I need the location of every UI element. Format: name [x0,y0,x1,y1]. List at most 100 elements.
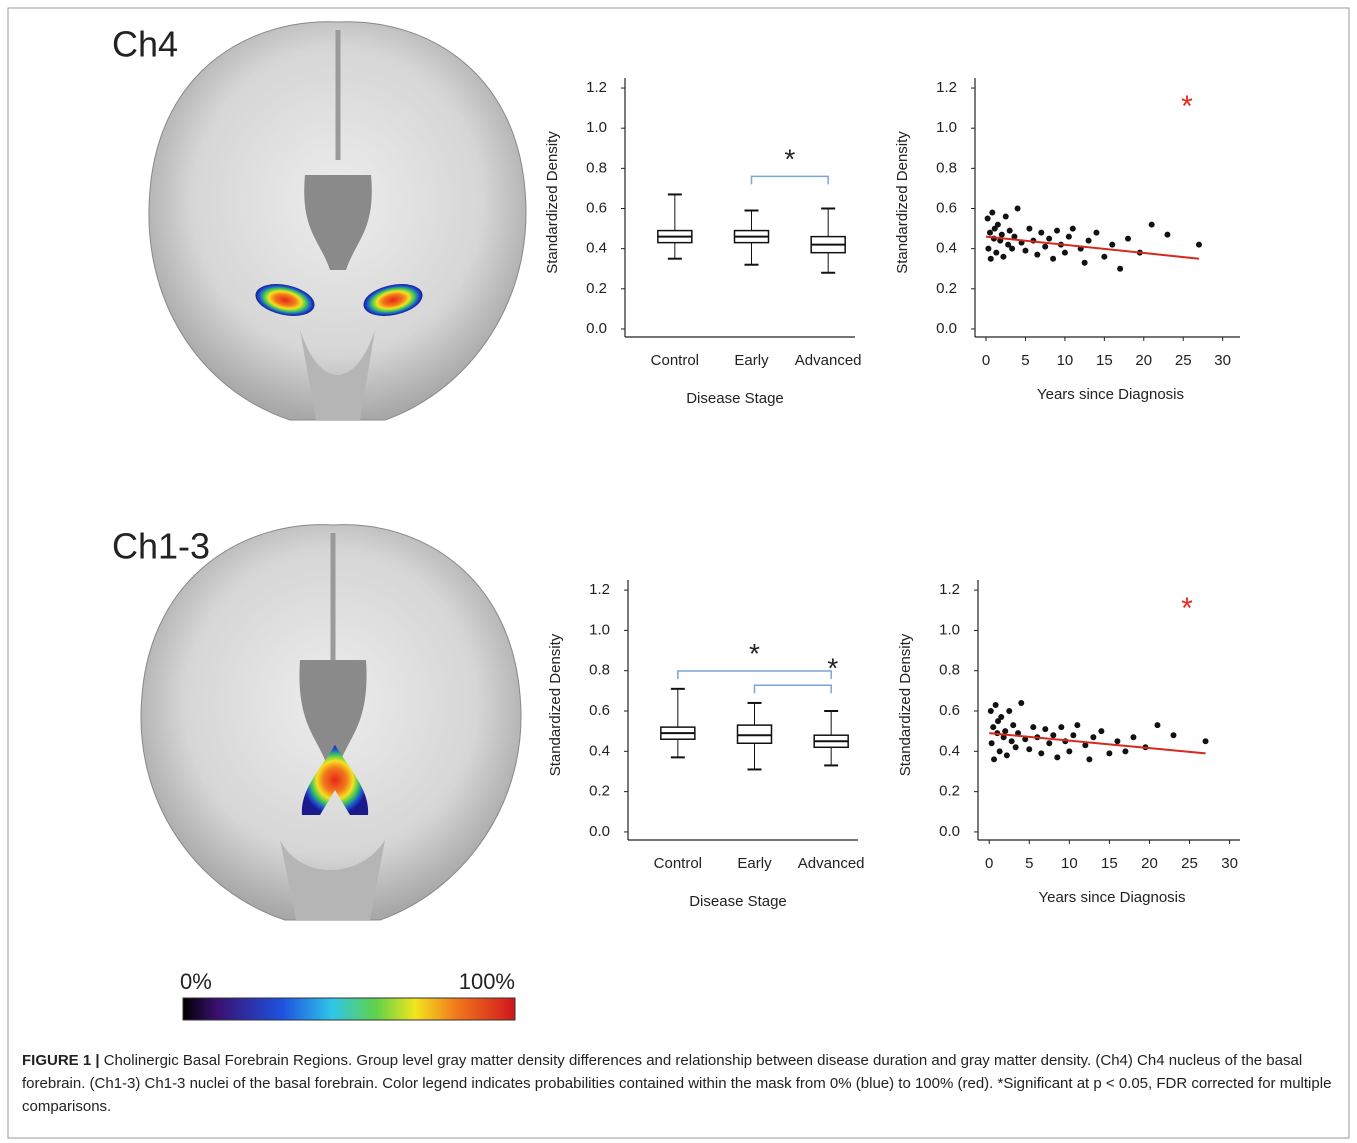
scatter-point [1086,238,1092,244]
y-tick-label: 0.4 [936,240,957,257]
y-axis-title: Standardized Density [897,633,914,776]
scatter-point [1117,266,1123,272]
x-tick-label: 0 [982,352,990,369]
y-tick-label: 0.8 [936,159,957,176]
colorbar-min-label: 0% [180,969,212,994]
y-tick-label: 0.0 [936,320,957,337]
significance-bracket [678,671,831,679]
brain-image [149,22,526,420]
scatter-point [1196,242,1202,248]
x-tick-label: 0 [985,855,993,872]
scatter-point [1004,752,1010,758]
y-axis-title: Standardized Density [544,131,561,274]
scatter-point [999,232,1005,238]
y-tick-label: 0.4 [939,742,960,759]
scatter-point [1203,738,1209,744]
x-axis-title: Disease Stage [689,893,787,910]
scatter-point [1101,254,1107,260]
scatter-point [1082,260,1088,266]
panel-label: Ch4 [112,24,178,65]
y-tick-label: 1.0 [939,621,960,638]
scatter-point [1074,722,1080,728]
scatter-point [1054,228,1060,234]
scatter-point [1098,728,1104,734]
scatter-point [1090,734,1096,740]
brain-image [141,525,521,920]
y-tick-label: 0.4 [589,742,610,759]
scatter-point [998,714,1004,720]
scatter-point [1070,732,1076,738]
scatter-point [993,250,999,256]
x-tick-label: 10 [1057,352,1074,369]
y-tick-label: 0.8 [586,159,607,176]
significance-label: * [1181,90,1193,123]
y-tick-label: 0.2 [586,280,607,297]
scatter-point [1003,214,1009,220]
x-tick-label: 25 [1181,855,1198,872]
scatter-point [988,708,994,714]
scatter-point [1006,708,1012,714]
y-tick-label: 1.0 [936,119,957,136]
scatter-point [1038,230,1044,236]
y-tick-label: 1.2 [586,79,607,96]
scatter-point [1149,222,1155,228]
scatter-point [1066,234,1072,240]
scatter-point [1106,750,1112,756]
scatter-point [1026,746,1032,752]
y-axis-title: Standardized Density [894,131,911,274]
significance-label: * [749,638,760,669]
y-tick-label: 0.2 [939,783,960,800]
x-tick-label: Advanced [798,855,865,872]
y-tick-label: 0.8 [939,662,960,679]
scatter-point [1164,232,1170,238]
caption: FIGURE 1 | Cholinergic Basal Forebrain R… [22,1049,1340,1118]
scatter-point [1007,228,1013,234]
y-tick-label: 0.4 [586,240,607,257]
scatter-point [1009,738,1015,744]
x-axis-title: Years since Diagnosis [1037,386,1184,403]
y-axis-title: Standardized Density [547,633,564,776]
scatter-point [988,256,994,262]
y-tick-label: 0.2 [936,280,957,297]
significance-bracket [752,176,829,184]
x-tick-label: 15 [1096,352,1113,369]
trend-line [986,237,1199,259]
panel-label: Ch1-3 [112,526,210,567]
significance-label: * [827,652,838,683]
scatter-point [985,246,991,252]
scatter-point [1114,738,1120,744]
scatter-point [1154,722,1160,728]
scatter-point [1046,740,1052,746]
y-tick-label: 1.0 [589,621,610,638]
y-tick-label: 1.0 [586,119,607,136]
colorbar-max-label: 100% [459,969,515,994]
x-tick-label: 10 [1061,855,1078,872]
x-tick-label: Early [734,352,769,369]
y-tick-label: 0.0 [589,823,610,840]
caption-text: Cholinergic Basal Forebrain Regions. Gro… [22,1052,1331,1115]
x-tick-label: Control [651,352,699,369]
box [738,725,772,743]
y-tick-label: 0.8 [589,662,610,679]
significance-label: * [784,143,795,174]
scatter-point [997,748,1003,754]
scatter-point [1042,244,1048,250]
scatter-point [1034,252,1040,258]
scatter-point [1018,700,1024,706]
y-tick-label: 0.0 [939,823,960,840]
x-tick-label: 30 [1214,352,1231,369]
scatter-point [1050,732,1056,738]
x-tick-label: Advanced [795,352,862,369]
x-tick-label: 15 [1101,855,1118,872]
y-tick-label: 0.2 [589,783,610,800]
scatter-point [1015,206,1021,212]
x-tick-label: 30 [1221,855,1238,872]
scatter-point [1013,744,1019,750]
x-tick-label: 25 [1175,352,1192,369]
x-tick-label: Early [737,855,772,872]
scatter-point [1046,236,1052,242]
scatter-point [1125,236,1131,242]
scatter-point [1054,754,1060,760]
figure: 0% 100% Ch4 Ch1-3 0.00.20.40.60.81.01.2S… [0,0,1357,1143]
x-tick-label: 20 [1141,855,1158,872]
